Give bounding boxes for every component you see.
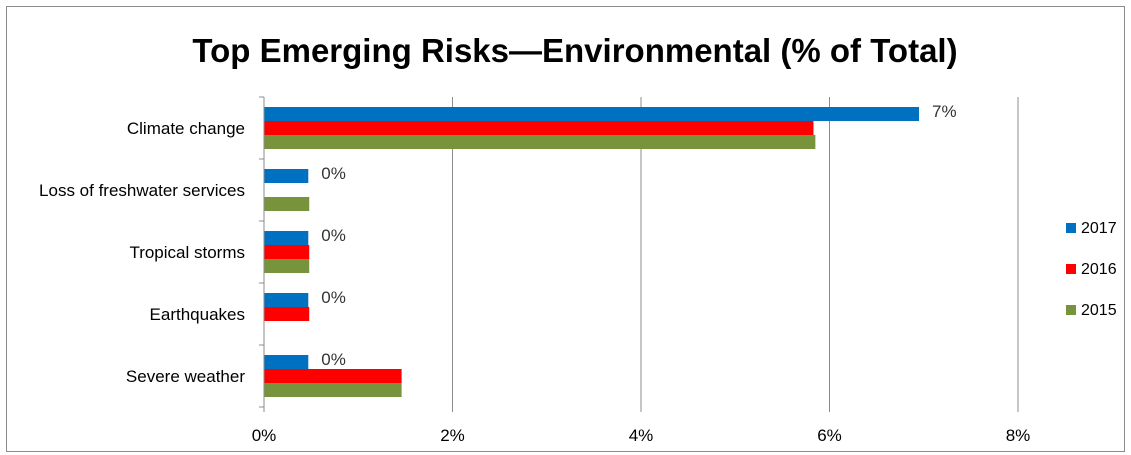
category-label-climate-change: Climate change bbox=[127, 119, 245, 138]
data-label-2017-loss-of-freshwater-services: 0% bbox=[321, 164, 346, 183]
bars bbox=[264, 107, 920, 397]
x-tick-label-8: 8% bbox=[1006, 426, 1031, 445]
x-tick-label-0: 0% bbox=[252, 426, 277, 445]
legend-label-2016: 2016 bbox=[1081, 261, 1117, 278]
category-label-loss-of-freshwater-services: Loss of freshwater services bbox=[39, 181, 245, 200]
legend-swatch-2017 bbox=[1066, 223, 1076, 233]
chart-frame bbox=[6, 6, 1125, 452]
bar-2017-loss-of-freshwater-services bbox=[264, 169, 309, 183]
data-label-2017-climate-change: 7% bbox=[932, 102, 957, 121]
bar-2015-climate-change bbox=[264, 135, 816, 149]
category-label-earthquakes: Earthquakes bbox=[150, 305, 245, 324]
axes: 0% 2% 4% 6% 8% Climate change Loss of freshwat… bbox=[39, 96, 1031, 445]
bar-2017-earthquakes bbox=[264, 293, 309, 307]
category-label-tropical-storms: Tropical storms bbox=[129, 243, 245, 262]
legend-label-2015: 2015 bbox=[1081, 302, 1117, 319]
bar-2017-climate-change bbox=[264, 107, 920, 121]
x-tick-label-4: 4% bbox=[629, 426, 654, 445]
bar-2016-earthquakes bbox=[264, 307, 310, 321]
category-label-severe-weather: Severe weather bbox=[126, 367, 245, 386]
data-label-2017-severe-weather: 0% bbox=[321, 350, 346, 369]
bar-2015-severe-weather bbox=[264, 383, 402, 397]
bar-2016-tropical-storms bbox=[264, 245, 310, 259]
chart-title: Top Emerging Risks—Environmental (% of T… bbox=[192, 32, 957, 69]
bar-2015-tropical-storms bbox=[264, 259, 310, 273]
data-label-2017-tropical-storms: 0% bbox=[321, 226, 346, 245]
legend-swatch-2015 bbox=[1066, 305, 1076, 315]
legend: 2017 2016 2015 bbox=[1066, 220, 1117, 319]
data-label-2017-earthquakes: 0% bbox=[321, 288, 346, 307]
bar-2017-severe-weather bbox=[264, 355, 309, 369]
bar-2015-loss-of-freshwater-services bbox=[264, 197, 310, 211]
legend-label-2017: 2017 bbox=[1081, 220, 1117, 237]
bar-2016-severe-weather bbox=[264, 369, 402, 383]
x-tick-label-2: 2% bbox=[440, 426, 465, 445]
bar-2016-climate-change bbox=[264, 121, 814, 135]
bar-2017-tropical-storms bbox=[264, 231, 309, 245]
x-tick-label-6: 6% bbox=[817, 426, 842, 445]
legend-swatch-2016 bbox=[1066, 264, 1076, 274]
data-labels: 7% 0% 0% 0% 0% bbox=[321, 102, 956, 369]
